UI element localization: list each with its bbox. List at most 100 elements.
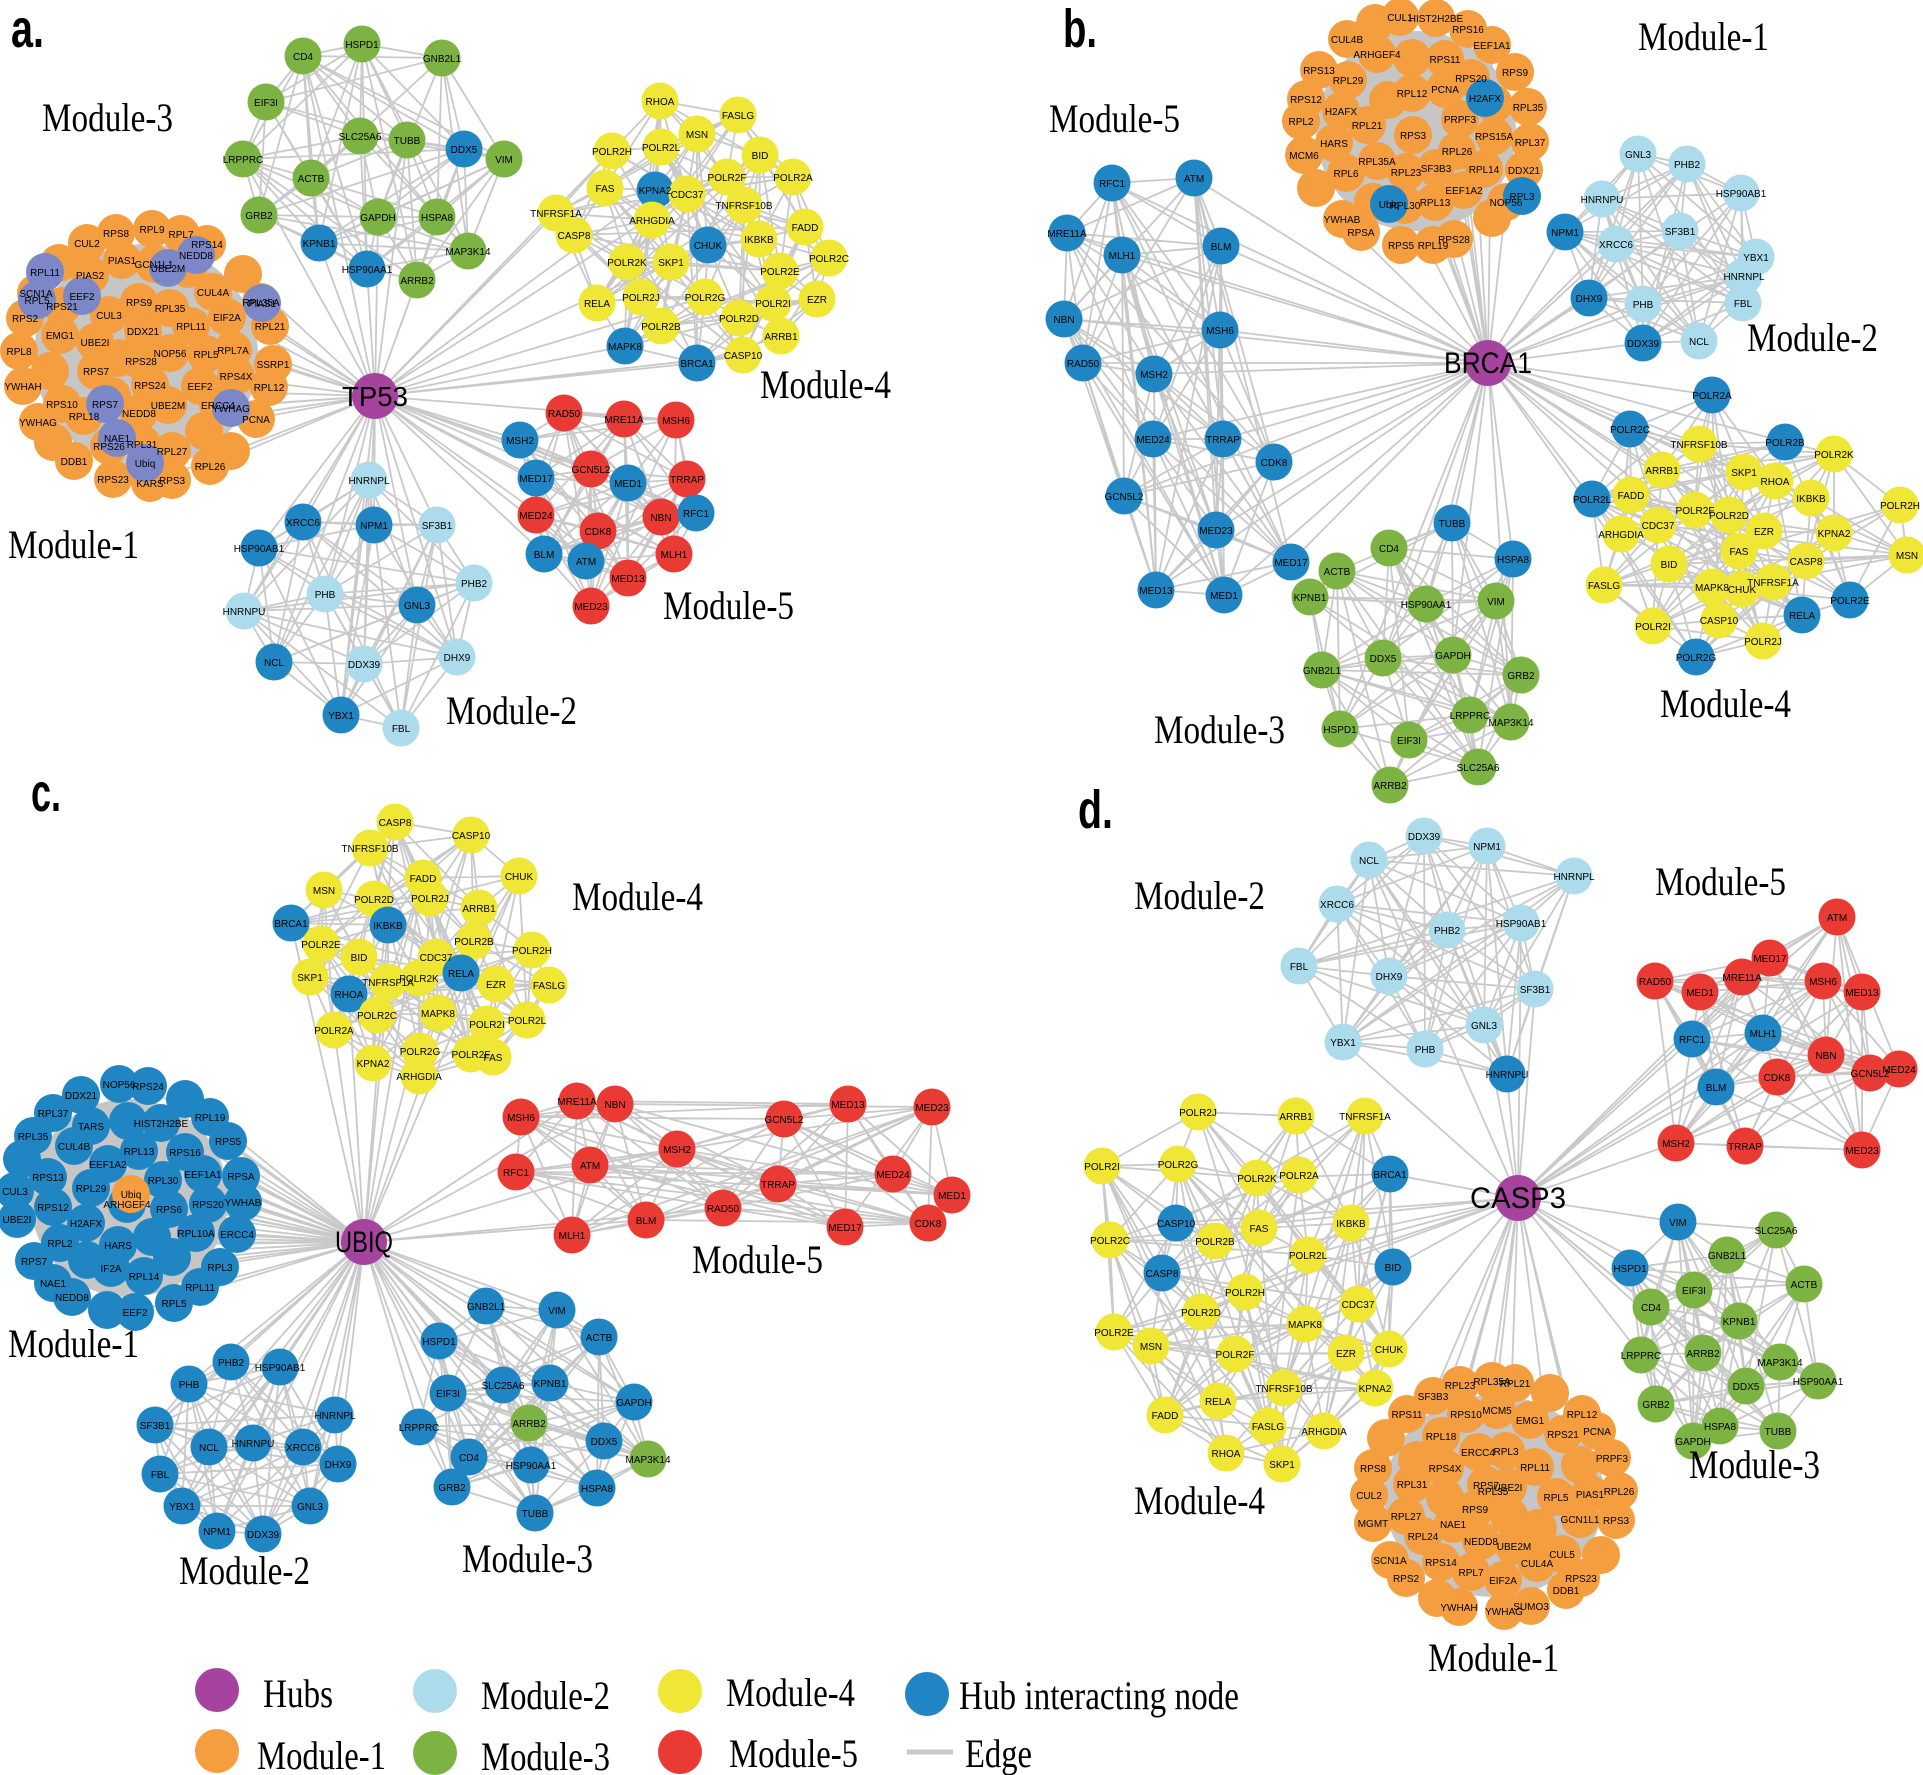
- svg-text:ATM: ATM: [1827, 913, 1847, 924]
- svg-text:RPSA: RPSA: [1347, 228, 1375, 239]
- svg-text:Module-4: Module-4: [572, 874, 703, 919]
- svg-text:Module-2: Module-2: [481, 1673, 610, 1718]
- svg-text:NPM1: NPM1: [203, 1527, 231, 1538]
- svg-text:DDX5: DDX5: [1733, 1382, 1760, 1393]
- svg-text:HSP90AB1: HSP90AB1: [1496, 919, 1547, 930]
- svg-text:RPS9: RPS9: [1502, 68, 1529, 79]
- svg-text:PIAS1: PIAS1: [108, 256, 137, 267]
- svg-text:SLC25A6: SLC25A6: [339, 132, 382, 143]
- svg-text:IF2A: IF2A: [100, 1264, 121, 1275]
- svg-text:PCNA: PCNA: [1431, 85, 1459, 96]
- svg-text:ERCC4: ERCC4: [201, 401, 235, 412]
- svg-text:POLR2F: POLR2F: [1676, 506, 1715, 517]
- svg-text:CUL1: CUL1: [1387, 13, 1413, 24]
- svg-text:RPS15A: RPS15A: [1475, 132, 1514, 143]
- svg-text:MCM5: MCM5: [1482, 1406, 1512, 1417]
- svg-text:POLR2D: POLR2D: [1709, 511, 1749, 522]
- svg-text:MRE11A: MRE11A: [1047, 229, 1087, 240]
- svg-text:HSP90AA1: HSP90AA1: [1401, 600, 1452, 611]
- svg-text:MED1: MED1: [614, 479, 642, 490]
- svg-text:CHUK: CHUK: [1728, 585, 1757, 596]
- svg-text:MSN: MSN: [1140, 1342, 1162, 1353]
- svg-text:Module-5: Module-5: [663, 583, 794, 628]
- svg-text:PRPF3: PRPF3: [1596, 1454, 1629, 1465]
- svg-text:SF3B1: SF3B1: [140, 1421, 171, 1432]
- svg-text:YWHAB: YWHAB: [225, 1198, 262, 1209]
- svg-text:ATM: ATM: [1184, 174, 1204, 185]
- svg-text:YBX1: YBX1: [1743, 253, 1769, 264]
- svg-text:SUMO3: SUMO3: [1513, 1602, 1549, 1613]
- svg-text:TUBB: TUBB: [1765, 1427, 1792, 1438]
- svg-text:EMG1: EMG1: [46, 331, 75, 342]
- svg-text:RPL30: RPL30: [148, 1176, 179, 1187]
- svg-text:DDX21: DDX21: [127, 327, 160, 338]
- svg-text:HSP90AA1: HSP90AA1: [1793, 1377, 1844, 1388]
- svg-text:EIF2A: EIF2A: [1489, 1576, 1517, 1587]
- svg-text:NPM1: NPM1: [1551, 228, 1579, 239]
- svg-text:FBL: FBL: [151, 1470, 170, 1481]
- svg-text:CUL2: CUL2: [74, 239, 100, 250]
- svg-text:PHB: PHB: [179, 1380, 200, 1391]
- svg-text:HSP90AA1: HSP90AA1: [506, 1461, 557, 1472]
- svg-text:POLR2B: POLR2B: [454, 937, 494, 948]
- svg-text:DDB1: DDB1: [61, 457, 88, 468]
- svg-text:YWHAB: YWHAB: [1324, 215, 1361, 226]
- svg-text:TNFRSF10B: TNFRSF10B: [715, 201, 773, 212]
- svg-text:SF3B1: SF3B1: [1520, 985, 1551, 996]
- svg-text:MLH1: MLH1: [559, 1231, 586, 1242]
- svg-text:MED23: MED23: [915, 1103, 949, 1114]
- svg-text:BRCA1: BRCA1: [274, 919, 308, 930]
- svg-text:CUL4A: CUL4A: [1521, 1559, 1554, 1570]
- svg-text:YBX1: YBX1: [169, 1502, 195, 1513]
- svg-text:MAPK8: MAPK8: [608, 342, 642, 353]
- svg-text:UBE2M: UBE2M: [1497, 1542, 1531, 1553]
- svg-text:YWHAG: YWHAG: [19, 418, 57, 429]
- svg-text:POLR2I: POLR2I: [469, 1020, 505, 1031]
- svg-text:POLR2C: POLR2C: [809, 254, 849, 265]
- svg-text:RPL9: RPL9: [139, 225, 164, 236]
- svg-text:POLR2J: POLR2J: [622, 293, 660, 304]
- svg-text:GNB2L1: GNB2L1: [1708, 1251, 1747, 1262]
- svg-text:RPL3: RPL3: [207, 1263, 232, 1274]
- svg-text:HSPD1: HSPD1: [345, 40, 379, 51]
- svg-text:RPL6: RPL6: [1333, 169, 1358, 180]
- svg-text:KPNB1: KPNB1: [1294, 593, 1327, 604]
- svg-text:GNL3: GNL3: [404, 601, 431, 612]
- svg-text:NEDD8: NEDD8: [1464, 1537, 1498, 1548]
- svg-text:YWHAG: YWHAG: [1485, 1607, 1523, 1618]
- svg-text:ARRB1: ARRB1: [764, 332, 798, 343]
- svg-text:GNL3: GNL3: [1471, 1021, 1498, 1032]
- svg-text:ERCC4: ERCC4: [1461, 1448, 1495, 1459]
- svg-text:MED17: MED17: [828, 1223, 862, 1234]
- svg-text:POLR2G: POLR2G: [400, 1047, 441, 1058]
- svg-text:RPL27: RPL27: [1391, 1512, 1422, 1523]
- svg-text:RPL37: RPL37: [38, 1109, 69, 1120]
- svg-text:CD4: CD4: [293, 52, 313, 63]
- svg-text:ARRB1: ARRB1: [1279, 1112, 1313, 1123]
- svg-text:SLC25A6: SLC25A6: [1457, 763, 1500, 774]
- svg-text:RPL7: RPL7: [168, 230, 193, 241]
- svg-text:POLR2G: POLR2G: [1676, 653, 1717, 664]
- svg-text:RPL2: RPL2: [47, 1239, 72, 1250]
- svg-text:POLR2I: POLR2I: [1635, 622, 1671, 633]
- svg-text:RPL35: RPL35: [155, 304, 186, 315]
- svg-text:KPNA2: KPNA2: [639, 186, 672, 197]
- svg-text:MLH1: MLH1: [1109, 251, 1136, 262]
- svg-text:RPL3: RPL3: [1493, 1447, 1518, 1458]
- svg-text:CDK8: CDK8: [1261, 458, 1288, 469]
- svg-text:EIF3I: EIF3I: [1682, 1286, 1706, 1297]
- svg-text:ACTB: ACTB: [586, 1333, 613, 1344]
- svg-text:RPL5: RPL5: [24, 296, 49, 307]
- svg-text:POLR2A: POLR2A: [314, 1026, 354, 1037]
- svg-text:SF3B3: SF3B3: [1418, 1392, 1449, 1403]
- svg-text:MGMT: MGMT: [1358, 1519, 1389, 1530]
- svg-text:MAP3K14: MAP3K14: [1488, 718, 1533, 729]
- svg-text:NCL: NCL: [1689, 337, 1709, 348]
- svg-text:YWHAH: YWHAH: [4, 382, 41, 393]
- svg-text:RPS3: RPS3: [1400, 131, 1427, 142]
- svg-text:TRRAP: TRRAP: [761, 1180, 795, 1191]
- svg-text:RPL26: RPL26: [1442, 147, 1473, 158]
- svg-text:FAS: FAS: [1250, 1224, 1269, 1235]
- svg-text:HSP90AB1: HSP90AB1: [1716, 189, 1767, 200]
- svg-text:Module-3: Module-3: [1689, 1442, 1820, 1487]
